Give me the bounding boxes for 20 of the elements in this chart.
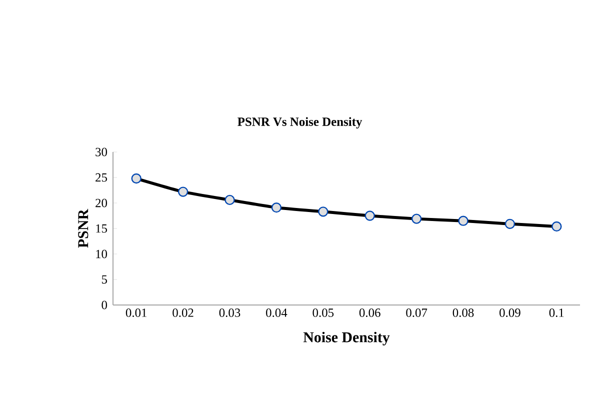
y-tick-label: 0: [102, 300, 108, 310]
x-tick-label: 0.01: [126, 308, 147, 317]
x-tick-label: 0.06: [359, 308, 380, 317]
y-axis-title: PSNR: [78, 208, 88, 248]
y-tick-label: 20: [96, 198, 108, 208]
x-tick-label: 0.09: [500, 308, 520, 317]
x-tick-label: 0.08: [452, 308, 474, 317]
x-tick-label: 0.04: [266, 308, 288, 317]
x-tick-label: 0.05: [312, 308, 334, 317]
x-tick-label: 0.03: [219, 308, 240, 317]
y-tick-label: 25: [96, 173, 107, 182]
chart-title: PSNR Vs Noise Density: [238, 117, 362, 129]
y-tick-label: 15: [96, 224, 107, 233]
x-tick-label: 0.07: [406, 308, 428, 317]
x-tick-label: 0.1: [549, 308, 564, 317]
x-tick-label: 0.02: [172, 308, 194, 317]
x-axis-title: Noise Density: [303, 332, 390, 346]
y-tick-label: 30: [96, 148, 108, 156]
y-tick-label: 10: [96, 250, 108, 258]
y-tick-label: 5: [102, 275, 107, 284]
